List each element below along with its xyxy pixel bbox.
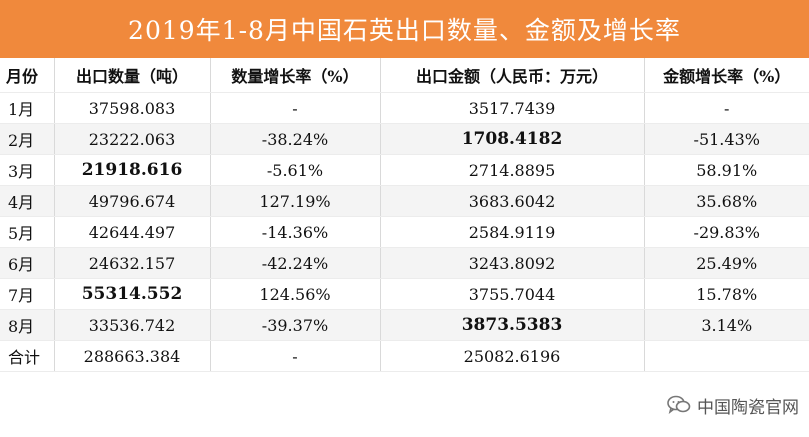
cell-qty: 33536.742 — [54, 309, 211, 341]
table-row: 1月 37598.083 - 3517.7439 - — [0, 92, 809, 124]
cell-qty: 23222.063 — [54, 123, 211, 155]
cell-month: 合计 — [0, 340, 55, 372]
cell-amount-growth: 58.91% — [644, 154, 809, 186]
wechat-icon — [667, 395, 691, 415]
cell-qty-growth: - — [210, 340, 381, 372]
table-row: 7月 55314.552 124.56% 3755.7044 15.78% — [0, 278, 809, 310]
cell-month: 3月 — [0, 154, 55, 186]
watermark-text: 中国陶瓷官网 — [697, 397, 799, 418]
cell-qty-growth: -38.24% — [210, 123, 381, 155]
cell-amount: 1708.4182 — [380, 123, 645, 155]
cell-amount: 2584.9119 — [380, 216, 645, 248]
cell-amount: 3243.8092 — [380, 247, 645, 279]
cell-qty: 49796.674 — [54, 185, 211, 217]
cell-amount-growth — [644, 340, 809, 372]
table-row: 4月 49796.674 127.19% 3683.6042 35.68% — [0, 185, 809, 217]
cell-qty-growth: -14.36% — [210, 216, 381, 248]
cell-amount-growth: -29.83% — [644, 216, 809, 248]
cell-amount-growth: 15.78% — [644, 278, 809, 310]
cell-amount: 3755.7044 — [380, 278, 645, 310]
cell-month: 7月 — [0, 278, 55, 310]
cell-month: 6月 — [0, 247, 55, 279]
table-row: 6月 24632.157 -42.24% 3243.8092 25.49% — [0, 247, 809, 279]
header-row: 月份 出口数量（吨） 数量增长率（%） 出口金额（人民币：万元） 金额增长率（%… — [0, 58, 809, 93]
table-row-total: 合计 288663.384 - 25082.6196 — [0, 340, 809, 372]
cell-month: 8月 — [0, 309, 55, 341]
cell-month: 2月 — [0, 123, 55, 155]
cell-amount-growth: 25.49% — [644, 247, 809, 279]
cell-qty-growth: -42.24% — [210, 247, 381, 279]
header-amount: 出口金额（人民币：万元） — [380, 58, 645, 93]
cell-amount-growth: - — [644, 92, 809, 124]
cell-qty: 37598.083 — [54, 92, 211, 124]
cell-amount: 3873.5383 — [380, 309, 645, 341]
cell-month: 4月 — [0, 185, 55, 217]
cell-amount: 3683.6042 — [380, 185, 645, 217]
cell-qty-growth: -5.61% — [210, 154, 381, 186]
cell-qty-growth: 124.56% — [210, 278, 381, 310]
cell-amount: 25082.6196 — [380, 340, 645, 372]
cell-month: 1月 — [0, 92, 55, 124]
cell-amount: 3517.7439 — [380, 92, 645, 124]
header-qty-growth: 数量增长率（%） — [210, 58, 381, 93]
header-qty: 出口数量（吨） — [54, 58, 211, 93]
header-amount-growth: 金额增长率（%） — [644, 58, 809, 93]
cell-qty: 24632.157 — [54, 247, 211, 279]
cell-qty: 55314.552 — [54, 278, 211, 310]
table-row: 8月 33536.742 -39.37% 3873.5383 3.14% — [0, 309, 809, 341]
cell-qty: 42644.497 — [54, 216, 211, 248]
cell-qty: 21918.616 — [54, 154, 211, 186]
cell-amount-growth: -51.43% — [644, 123, 809, 155]
watermark: 中国陶瓷官网 — [663, 391, 803, 419]
table-row: 2月 23222.063 -38.24% 1708.4182 -51.43% — [0, 123, 809, 155]
cell-qty-growth: - — [210, 92, 381, 124]
cell-qty-growth: 127.19% — [210, 185, 381, 217]
header-month: 月份 — [0, 58, 55, 93]
cell-amount-growth: 35.68% — [644, 185, 809, 217]
table-row: 5月 42644.497 -14.36% 2584.9119 -29.83% — [0, 216, 809, 248]
cell-amount: 2714.8895 — [380, 154, 645, 186]
cell-month: 5月 — [0, 216, 55, 248]
cell-qty: 288663.384 — [54, 340, 211, 372]
cell-qty-growth: -39.37% — [210, 309, 381, 341]
table-title: 2019年1-8月中国石英出口数量、金额及增长率 — [0, 0, 809, 58]
export-table: 月份 出口数量（吨） 数量增长率（%） 出口金额（人民币：万元） 金额增长率（%… — [0, 58, 809, 372]
table-row: 3月 21918.616 -5.61% 2714.8895 58.91% — [0, 154, 809, 186]
cell-amount-growth: 3.14% — [644, 309, 809, 341]
